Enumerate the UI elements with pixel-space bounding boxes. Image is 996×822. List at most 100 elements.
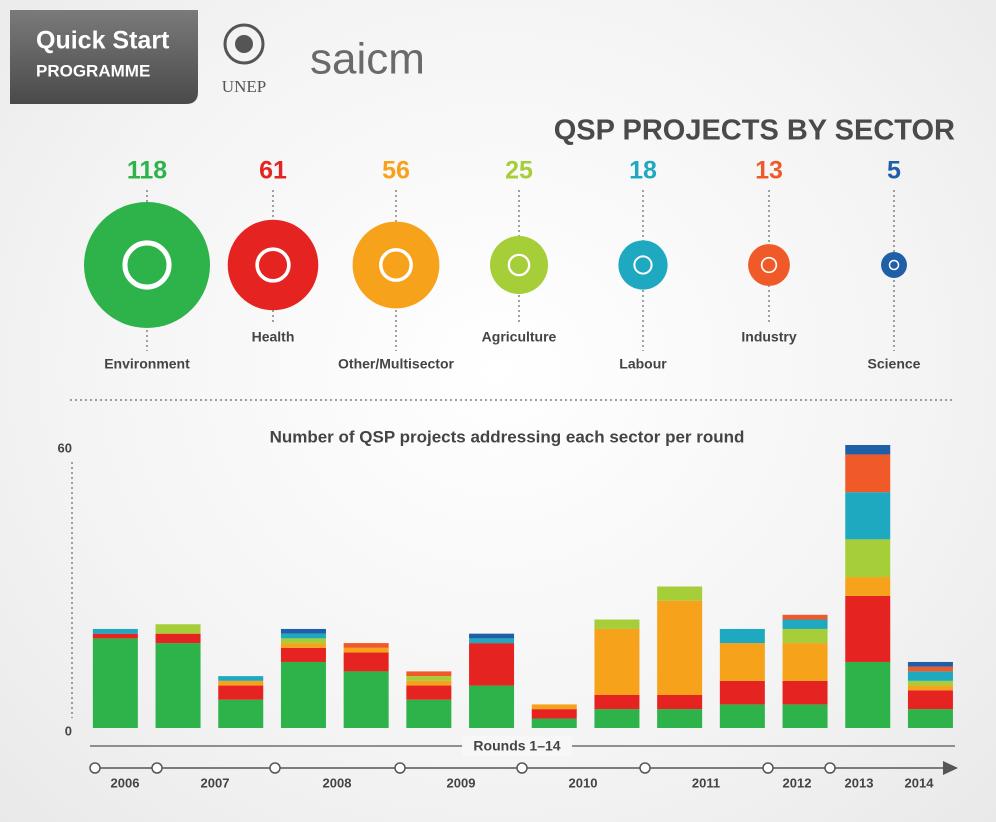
chart-title: Number of QSP projects addressing each s… [270,427,745,446]
bar-segment [280,633,326,639]
bar-segment [92,633,138,639]
timeline-node [394,762,406,774]
sector-name: Labour [619,356,667,372]
bar-segment [343,652,389,672]
logo-unep: UNEP [222,77,266,96]
bar-segment [719,643,765,681]
year-label: 2010 [569,775,598,790]
bar-segment [218,676,264,681]
bar-segment [782,643,828,681]
bar-segment [469,643,515,686]
bar-segment [280,638,326,644]
sector-name: Industry [741,329,796,345]
bar-segment [155,624,201,634]
bar-segment [907,680,953,686]
bar-segment [657,600,703,695]
sector-icon [507,253,531,277]
y-tick-label: 0 [65,723,72,738]
logo-saicm: saicm [310,35,425,84]
bar-segment [218,699,264,728]
bar-segment [469,638,515,644]
bar-segment [907,709,953,728]
bar-segment [719,680,765,705]
sector-name: Environment [104,356,190,372]
bar-segment [280,661,326,728]
sector-value: 13 [755,157,783,185]
sector-bubble [227,219,319,311]
sector-icon [255,247,291,283]
bar-segment [845,661,891,728]
badge [10,10,198,104]
bar-segment [280,643,326,648]
sector-value: 56 [382,157,410,185]
sector-value: 61 [259,157,287,185]
bar-segment [782,614,828,620]
timeline-node [151,762,163,774]
bar-segment [907,666,953,672]
bar-segment [845,577,891,596]
bar-segment [719,704,765,728]
year-label: 2006 [111,775,140,790]
bar-segment [782,619,828,629]
bar-segment [531,704,577,710]
unep-emblem [223,23,265,65]
rounds-label: Rounds 1–14 [473,738,560,754]
year-label: 2012 [783,775,812,790]
bar-segment [782,704,828,728]
y-tick-label: 60 [58,440,72,455]
bar-segment [406,685,452,700]
bar-segment [406,676,452,681]
bar-segment [657,709,703,728]
badge-line2: PROGRAMME [36,61,150,80]
year-label: 2014 [905,775,935,790]
bar-segment [343,647,389,653]
bar-segment [594,709,640,728]
sector-icon [122,240,172,290]
sector-icon [379,248,413,282]
sector-name: Health [252,329,295,345]
timeline-node [89,762,101,774]
bar-segment [782,680,828,705]
bar-segment [594,619,640,629]
unep-emblem-core [235,35,253,53]
page-title: QSP PROJECTS BY SECTOR [554,115,955,147]
year-label: 2013 [845,775,874,790]
bar-segment [406,699,452,728]
bar-segment [782,628,828,644]
sector-value: 18 [629,157,657,185]
bar-segment [280,628,326,634]
bar-segment [343,671,389,728]
bar-segment [845,539,891,578]
bar-segment [218,680,264,686]
year-label: 2007 [201,775,230,790]
bar-segment [280,647,326,662]
bar-segment [845,595,891,662]
bar-segment [594,694,640,710]
sector-value: 5 [887,157,901,185]
sector-bubble [83,201,211,329]
bar-segment [531,718,577,728]
bar-segment [92,638,138,728]
timeline-node [269,762,281,774]
bar-segment [657,694,703,710]
sector-name: Science [868,356,921,372]
bar-segment [719,628,765,644]
sector-bubble [490,236,548,294]
year-label: 2008 [323,775,352,790]
bar-segment [907,661,953,667]
sector-bubble [881,252,907,278]
bar-segment [406,680,452,686]
bar-segment [469,685,515,728]
sector-bubble [352,221,440,309]
bar-segment [845,492,891,540]
sector-value: 25 [505,157,533,185]
year-label: 2009 [447,775,476,790]
bar-segment [907,685,953,691]
sector-bubble [618,240,668,290]
bar-segment [218,685,264,700]
sector-icon [888,259,900,271]
rounds-label-bg [462,736,572,756]
bar-segment [657,586,703,601]
bar-segment [155,633,201,644]
